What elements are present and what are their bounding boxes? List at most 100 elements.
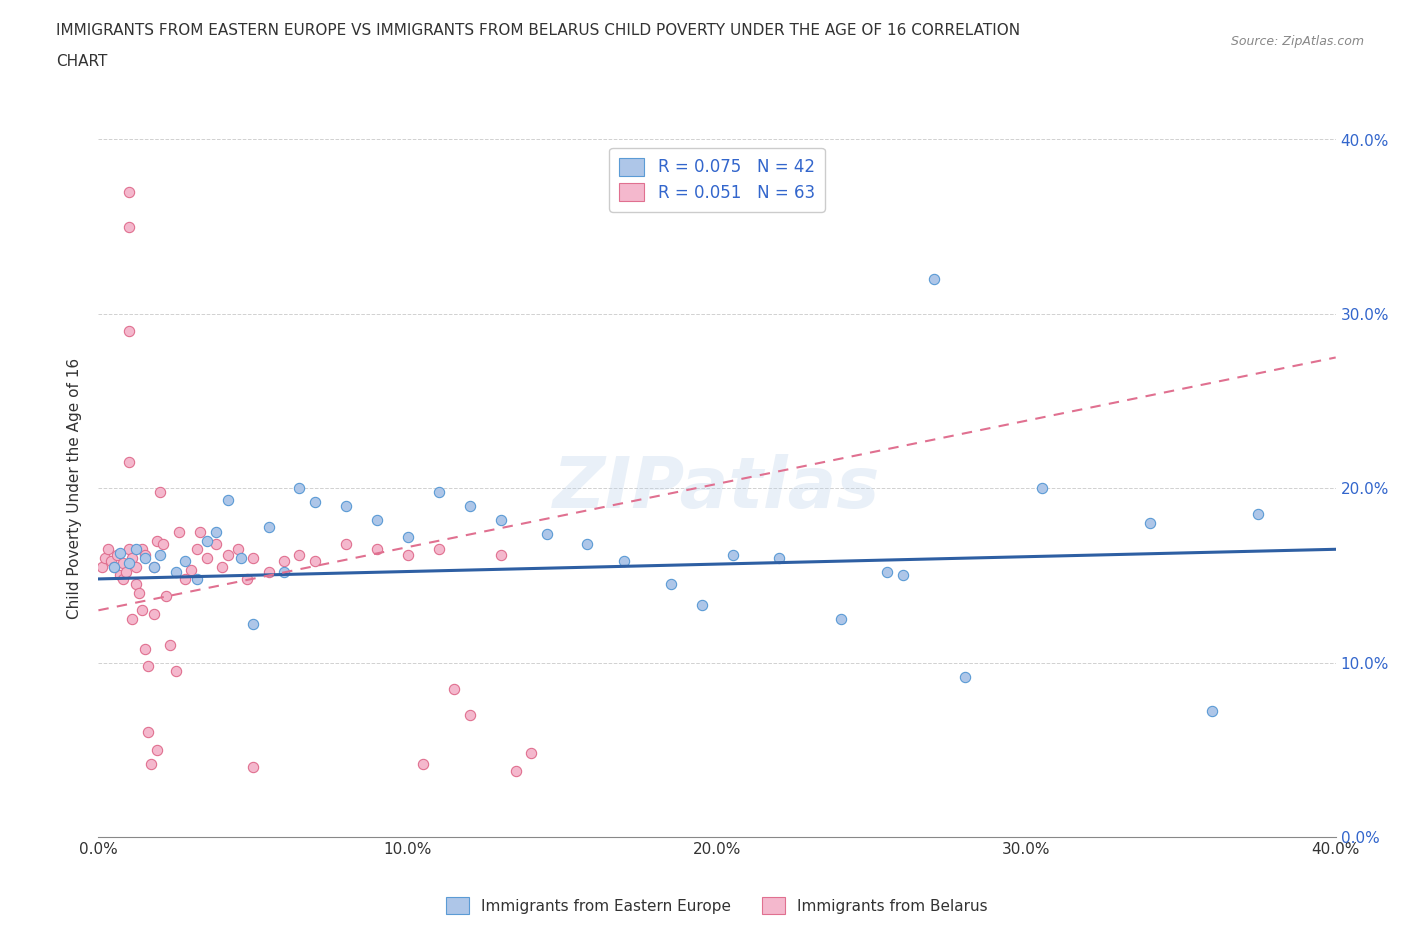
Point bbox=[396, 530, 419, 545]
Point bbox=[159, 638, 181, 653]
Point bbox=[335, 498, 357, 513]
Point bbox=[149, 485, 172, 499]
Text: Source: ZipAtlas.com: Source: ZipAtlas.com bbox=[1230, 35, 1364, 48]
Point bbox=[152, 537, 174, 551]
Point bbox=[304, 495, 326, 510]
Point bbox=[953, 670, 976, 684]
Point bbox=[143, 559, 166, 574]
Point bbox=[205, 525, 228, 539]
Point bbox=[229, 551, 252, 565]
Point bbox=[226, 542, 249, 557]
Point bbox=[443, 682, 465, 697]
Point bbox=[876, 565, 898, 579]
Point bbox=[146, 533, 169, 548]
Point bbox=[186, 571, 208, 587]
Point bbox=[155, 589, 177, 604]
Point bbox=[536, 526, 558, 541]
Point bbox=[427, 542, 450, 557]
Point bbox=[242, 551, 264, 565]
Point bbox=[134, 547, 156, 562]
Point bbox=[131, 542, 153, 557]
Point bbox=[149, 547, 172, 562]
Point bbox=[90, 559, 112, 574]
Point bbox=[174, 571, 197, 587]
Point bbox=[174, 554, 197, 569]
Point bbox=[288, 481, 311, 496]
Point bbox=[146, 742, 169, 757]
Point bbox=[922, 272, 945, 286]
Point bbox=[118, 556, 141, 571]
Point bbox=[165, 565, 187, 579]
Point bbox=[180, 563, 202, 578]
Point bbox=[121, 612, 143, 627]
Point bbox=[830, 612, 852, 627]
Point bbox=[167, 525, 190, 539]
Point bbox=[118, 324, 141, 339]
Point bbox=[143, 559, 166, 574]
Point bbox=[143, 606, 166, 621]
Point bbox=[304, 554, 326, 569]
Point bbox=[489, 512, 512, 527]
Point bbox=[273, 554, 295, 569]
Point bbox=[136, 725, 159, 740]
Point bbox=[131, 603, 153, 618]
Point bbox=[396, 547, 419, 562]
Point bbox=[1139, 515, 1161, 530]
Text: IMMIGRANTS FROM EASTERN EUROPE VS IMMIGRANTS FROM BELARUS CHILD POVERTY UNDER TH: IMMIGRANTS FROM EASTERN EUROPE VS IMMIGR… bbox=[56, 23, 1021, 38]
Point bbox=[217, 493, 239, 508]
Point bbox=[768, 551, 790, 565]
Point bbox=[118, 219, 141, 234]
Point bbox=[205, 537, 228, 551]
Point bbox=[335, 537, 357, 551]
Point bbox=[100, 554, 122, 569]
Point bbox=[1031, 481, 1053, 496]
Point bbox=[165, 664, 187, 679]
Point bbox=[118, 542, 141, 557]
Point bbox=[659, 577, 682, 591]
Point bbox=[112, 556, 135, 571]
Point bbox=[134, 642, 156, 657]
Point bbox=[103, 559, 125, 574]
Point bbox=[108, 545, 131, 560]
Point bbox=[124, 559, 146, 574]
Point bbox=[427, 485, 450, 499]
Point bbox=[217, 547, 239, 562]
Point bbox=[366, 542, 388, 557]
Point bbox=[108, 568, 131, 583]
Point bbox=[1247, 507, 1270, 522]
Point bbox=[236, 571, 259, 587]
Y-axis label: Child Poverty Under the Age of 16: Child Poverty Under the Age of 16 bbox=[67, 358, 83, 618]
Point bbox=[273, 565, 295, 579]
Point bbox=[505, 764, 527, 778]
Point bbox=[458, 498, 481, 513]
Point bbox=[186, 542, 208, 557]
Point bbox=[97, 542, 120, 557]
Point bbox=[366, 512, 388, 527]
Point bbox=[118, 184, 141, 199]
Point bbox=[1201, 704, 1223, 719]
Point bbox=[124, 542, 146, 557]
Point bbox=[124, 577, 146, 591]
Point bbox=[412, 756, 434, 771]
Point bbox=[489, 547, 512, 562]
Point bbox=[242, 760, 264, 775]
Point bbox=[891, 568, 914, 583]
Point bbox=[520, 746, 543, 761]
Point bbox=[195, 551, 218, 565]
Point bbox=[112, 571, 135, 587]
Point bbox=[721, 547, 744, 562]
Point bbox=[576, 537, 599, 551]
Point bbox=[105, 547, 128, 562]
Point bbox=[139, 756, 162, 771]
Text: CHART: CHART bbox=[56, 54, 108, 69]
Point bbox=[613, 554, 636, 569]
Point bbox=[128, 586, 150, 601]
Point bbox=[115, 565, 138, 579]
Point bbox=[458, 708, 481, 723]
Point bbox=[190, 525, 212, 539]
Point bbox=[257, 519, 280, 534]
Point bbox=[195, 533, 218, 548]
Point bbox=[121, 551, 143, 565]
Point bbox=[288, 547, 311, 562]
Point bbox=[93, 551, 115, 565]
